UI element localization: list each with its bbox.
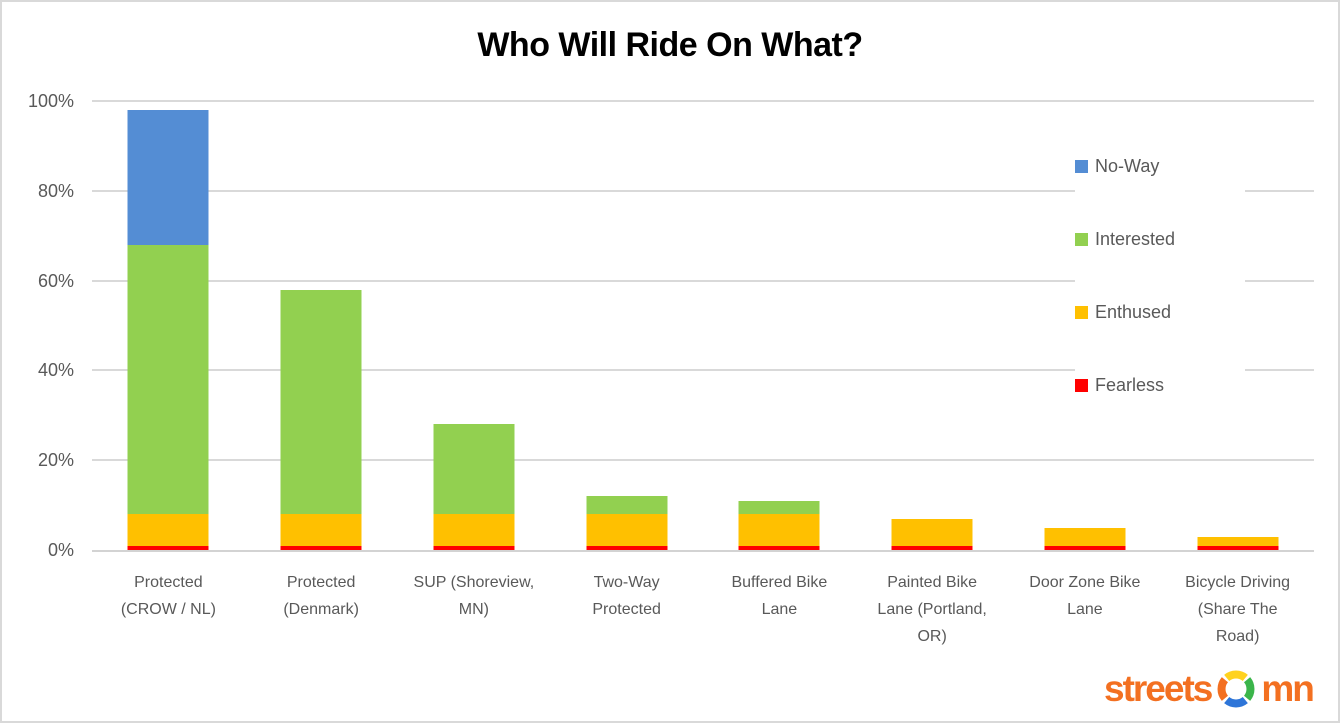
legend-swatch-icon [1075, 160, 1088, 173]
bar-segment-interested [280, 289, 362, 515]
bar-segment-enthused [1197, 536, 1279, 546]
x-label-slot-8: Bicycle Driving (Share The Road) [1161, 569, 1314, 650]
bar-segment-enthused [1044, 527, 1126, 546]
legend-label: No-Way [1095, 156, 1160, 176]
bar-slot-5 [703, 101, 856, 550]
gridline-100 [92, 100, 1314, 102]
x-label-slot-5: Buffered Bike Lane [703, 569, 856, 623]
legend-label: Enthused [1095, 302, 1172, 322]
bar-segment-enthused [433, 514, 515, 546]
y-tick-label-60: 60% [37, 270, 74, 291]
y-tick-label-20: 20% [37, 450, 74, 471]
bar-slot-8 [1161, 101, 1314, 550]
y-tick-label-80: 80% [37, 180, 74, 201]
logo-text-streets: streets [1104, 668, 1213, 709]
bar-segment-interested [738, 500, 820, 515]
legend-item-enthused: Enthused [1075, 276, 1245, 349]
bar-slot-2 [245, 101, 398, 550]
x-category-label: Bicycle Driving (Share The Road) [1185, 574, 1291, 645]
legend-item-interested: Interested [1075, 203, 1245, 276]
chart-title: Who Will Ride On What? [477, 26, 863, 64]
bar-segment-interested [433, 424, 515, 515]
legend-swatch-icon [1075, 233, 1088, 246]
stacked-bar-8 [1197, 536, 1279, 550]
x-label-slot-6: Painted Bike Lane (Portland, OR) [856, 569, 1009, 650]
x-label-slot-4: Two-Way Protected [550, 569, 703, 623]
x-label-slot-2: Protected (Denmark) [245, 569, 398, 623]
bar-segment-enthused [738, 514, 820, 546]
x-category-label: Protected (CROW / NL) [120, 574, 216, 618]
bar-segment-interested [586, 496, 668, 515]
logo-ring-left-arc [1217, 677, 1229, 701]
stacked-bar-1 [127, 110, 209, 550]
y-axis: 0% 20% 40% 60% 80% 100% [2, 91, 74, 560]
streetsmn-logo: streets mn [1104, 664, 1315, 714]
x-category-label: Painted Bike Lane (Portland, OR) [877, 574, 987, 645]
x-category-label: Door Zone Bike Lane [1029, 574, 1141, 618]
y-tick-label-100: 100% [27, 91, 74, 111]
y-tick-label-0: 0% [47, 540, 74, 560]
stacked-bar-2 [280, 289, 362, 550]
bar-segment-fearless [433, 545, 515, 550]
legend-swatch-icon [1075, 379, 1088, 392]
x-axis: Protected (CROW / NL) Protected (Denmark) SU… [92, 569, 1314, 659]
y-tick-label-40: 40% [37, 360, 74, 381]
bar-segment-fearless [586, 545, 668, 550]
bar-segment-fearless [738, 545, 820, 550]
x-category-label: Two-Way Protected [592, 574, 661, 618]
plot-area [92, 100, 1314, 552]
stacked-bar-6 [891, 518, 973, 550]
bar-segment-no-way [127, 110, 209, 245]
bar-slot-7 [1009, 101, 1162, 550]
stacked-bar-3 [433, 424, 515, 550]
x-category-label: SUP (Shoreview, MN) [413, 574, 535, 618]
bar-slot-3 [398, 101, 551, 550]
logo-ring-right-arc [1244, 677, 1255, 701]
legend-item-fearless: Fearless [1075, 349, 1245, 422]
x-label-slot-3: SUP (Shoreview, MN) [398, 569, 551, 623]
stacked-bar-5 [738, 500, 820, 550]
stacked-bar-4 [586, 496, 668, 550]
streetsmn-ring-icon [1217, 670, 1255, 708]
bar-segment-fearless [891, 545, 973, 550]
bar-segment-enthused [127, 514, 209, 546]
x-label-slot-1: Protected (CROW / NL) [92, 569, 245, 623]
x-label-slot-7: Door Zone Bike Lane [1009, 569, 1162, 623]
gridline-40 [92, 369, 1314, 372]
legend-label: Interested [1095, 229, 1176, 249]
gridline-60 [92, 279, 1314, 282]
bar-segment-enthused [280, 514, 362, 546]
gridline-20 [92, 459, 1314, 462]
bar-segment-interested [127, 244, 209, 515]
legend-label: Fearless [1095, 375, 1165, 395]
bar-segment-enthused [891, 518, 973, 546]
x-category-label: Buffered Bike Lane [731, 574, 828, 618]
bar-slot-6 [856, 101, 1009, 550]
gridline-0 [92, 550, 1314, 552]
logo-ring-bottom-arc [1224, 696, 1249, 708]
bar-segment-fearless [280, 545, 362, 550]
bar-segment-fearless [1044, 545, 1126, 550]
gridline-80 [92, 189, 1314, 192]
legend-item-no-way: No-Way [1075, 130, 1245, 203]
legend: No-Way Interested Enthused Fearless [1075, 130, 1245, 422]
bar-segment-enthused [586, 514, 668, 546]
legend-swatch-icon [1075, 306, 1088, 319]
bar-segment-fearless [1197, 545, 1279, 550]
bar-segment-fearless [127, 545, 209, 550]
bar-slot-1 [92, 101, 245, 550]
bar-slot-4 [550, 101, 703, 550]
logo-text-mn: mn [1261, 668, 1314, 709]
logo-ring-top-arc [1224, 670, 1249, 682]
stacked-bar-7 [1044, 527, 1126, 550]
x-category-label: Protected (Denmark) [283, 574, 359, 618]
